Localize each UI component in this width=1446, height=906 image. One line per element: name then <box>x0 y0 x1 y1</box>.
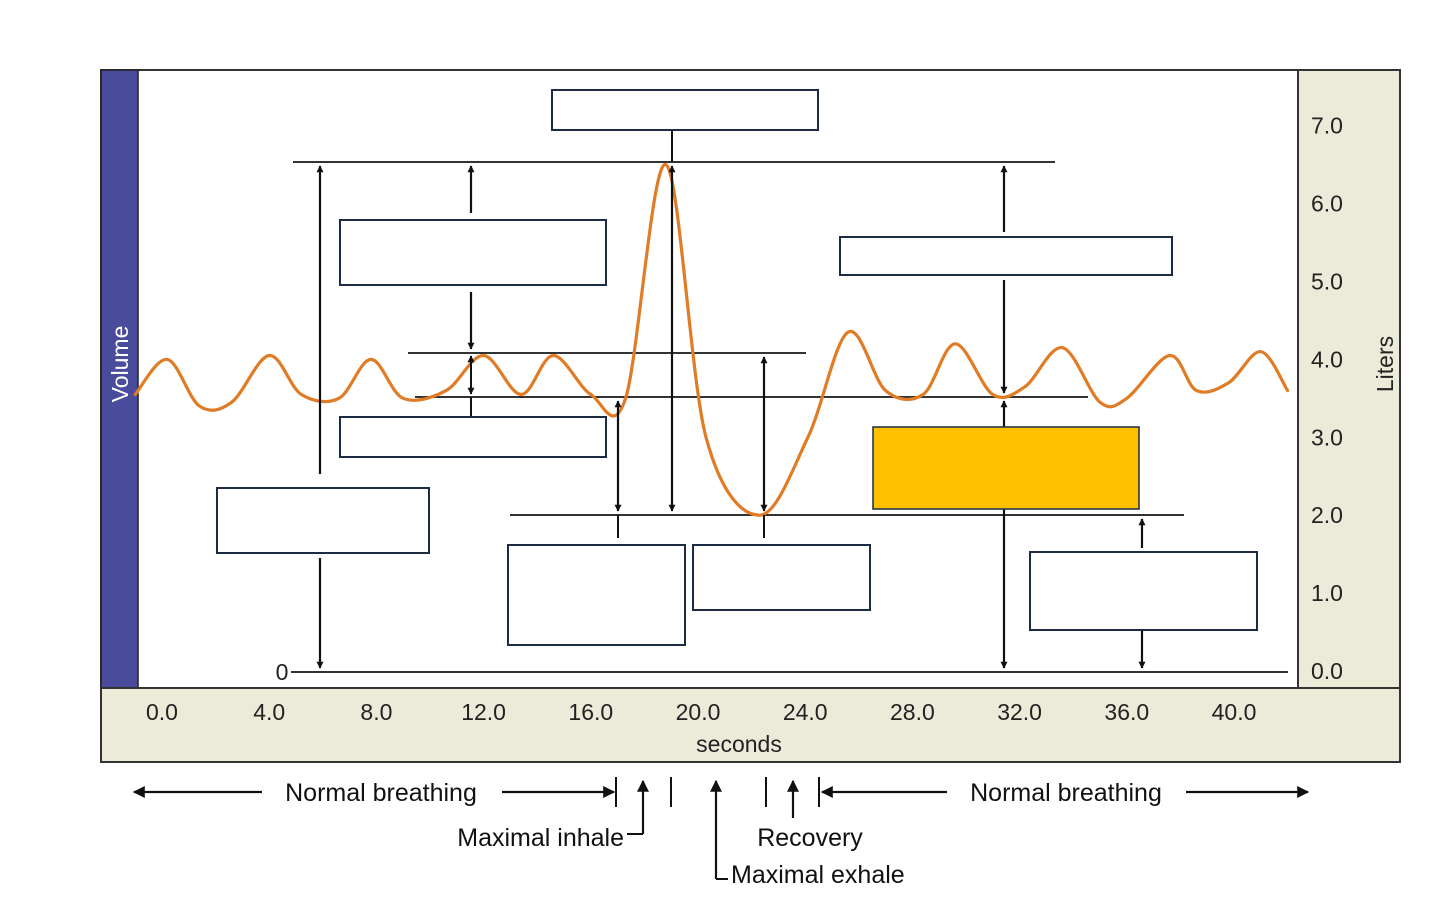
volume-label: Volume <box>107 326 133 403</box>
phase-recovery: Recovery <box>757 824 863 852</box>
phase-maximal-exhale: Maximal exhale <box>731 861 905 889</box>
y-tick-label: 4.0 <box>1311 346 1343 372</box>
phase-normal-right: Normal breathing <box>970 779 1162 807</box>
x-tick-label: 20.0 <box>676 699 721 725</box>
phase-normal-left: Normal breathing <box>285 779 477 807</box>
x-tick-label: 32.0 <box>997 699 1042 725</box>
volume-trace-line <box>133 162 1290 517</box>
label-box-inspiratory-reserve[interactable] <box>339 219 607 286</box>
x-tick-label: 36.0 <box>1104 699 1149 725</box>
label-box-residual[interactable] <box>1029 551 1258 631</box>
y-tick-label: 7.0 <box>1311 113 1343 139</box>
y-tick-label: 1.0 <box>1311 580 1343 606</box>
x-axis-title: seconds <box>696 731 782 757</box>
x-tick-label: 40.0 <box>1212 699 1257 725</box>
x-tick-label: 24.0 <box>783 699 828 725</box>
label-box-highlighted[interactable] <box>872 426 1140 510</box>
x-tick-label: 8.0 <box>360 699 392 725</box>
x-tick-label: 0.0 <box>146 699 178 725</box>
phase-maximal-inhale: Maximal inhale <box>457 824 624 852</box>
label-box-expiratory-reserve[interactable] <box>507 544 686 646</box>
x-tick-label: 12.0 <box>461 699 506 725</box>
seconds-panel <box>100 687 1401 763</box>
y-tick-label: 5.0 <box>1311 269 1343 295</box>
liters-panel <box>1297 69 1401 689</box>
label-box-upper-right[interactable] <box>839 236 1173 276</box>
x-tick-label: 16.0 <box>568 699 613 725</box>
liters-label: Liters <box>1372 336 1398 392</box>
y-tick-label: 2.0 <box>1311 502 1343 528</box>
zero-label: 0 <box>276 659 289 685</box>
y-tick-label: 0.0 <box>1311 658 1343 684</box>
x-tick-labels: 0.0 4.0 8.0 12.0 16.0 20.0 24.0 28.0 32.0 36.0 40.… <box>146 699 1256 725</box>
plot-area <box>100 69 1401 763</box>
x-tick-label: 28.0 <box>890 699 935 725</box>
label-box-inspiratory-capacity[interactable] <box>692 544 871 611</box>
label-box-tidal[interactable] <box>339 416 607 458</box>
label-box-total-capacity[interactable] <box>216 487 430 554</box>
label-box-peak[interactable] <box>551 89 819 131</box>
y-tick-label: 3.0 <box>1311 424 1343 450</box>
y-tick-label: 6.0 <box>1311 191 1343 217</box>
volume-bar <box>100 69 139 689</box>
y-tick-labels: 0.0 1.0 2.0 3.0 4.0 5.0 6.0 7.0 <box>1311 113 1343 684</box>
x-tick-label: 4.0 <box>253 699 285 725</box>
